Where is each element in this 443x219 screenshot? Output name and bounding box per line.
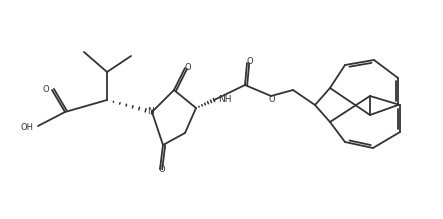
Text: O: O <box>247 58 253 67</box>
Text: O: O <box>269 95 275 104</box>
Text: NH: NH <box>218 95 232 104</box>
Text: O: O <box>43 85 49 94</box>
Text: N: N <box>148 106 154 115</box>
Text: O: O <box>159 166 165 175</box>
Text: OH: OH <box>21 122 34 131</box>
Text: O: O <box>185 62 191 71</box>
